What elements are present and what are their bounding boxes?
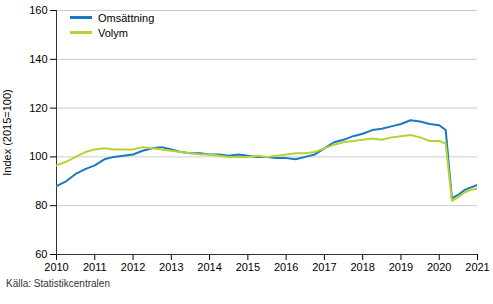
svg-text:2018: 2018 xyxy=(350,261,374,273)
html-text:Volym: Volym xyxy=(98,26,128,39)
svg-text:100: 100 xyxy=(29,150,47,162)
svg-text:2021: 2021 xyxy=(465,261,489,273)
svg-text:2015: 2015 xyxy=(236,261,260,273)
svg-text:60: 60 xyxy=(35,248,47,260)
html-text:Källa: Statistikcentralen: Källa: Statistikcentralen xyxy=(6,278,110,289)
svg-text:160: 160 xyxy=(29,4,47,16)
html-text:Omsättning: Omsättning xyxy=(98,11,155,24)
svg-text:140: 140 xyxy=(29,53,47,65)
svg-text:2014: 2014 xyxy=(197,261,221,273)
svg-text:80: 80 xyxy=(35,199,47,211)
svg-text:2016: 2016 xyxy=(274,261,298,273)
svg-text:2013: 2013 xyxy=(159,261,183,273)
svg-text:2010: 2010 xyxy=(44,261,68,273)
svg-text:2020: 2020 xyxy=(427,261,451,273)
svg-text:2019: 2019 xyxy=(389,261,413,273)
svg-text:2011: 2011 xyxy=(83,261,107,273)
svg-text:120: 120 xyxy=(29,102,47,114)
svg-text:Index (2015=100): Index (2015=100) xyxy=(1,89,13,176)
svg-text:2012: 2012 xyxy=(121,261,145,273)
svg-text:2017: 2017 xyxy=(312,261,336,273)
